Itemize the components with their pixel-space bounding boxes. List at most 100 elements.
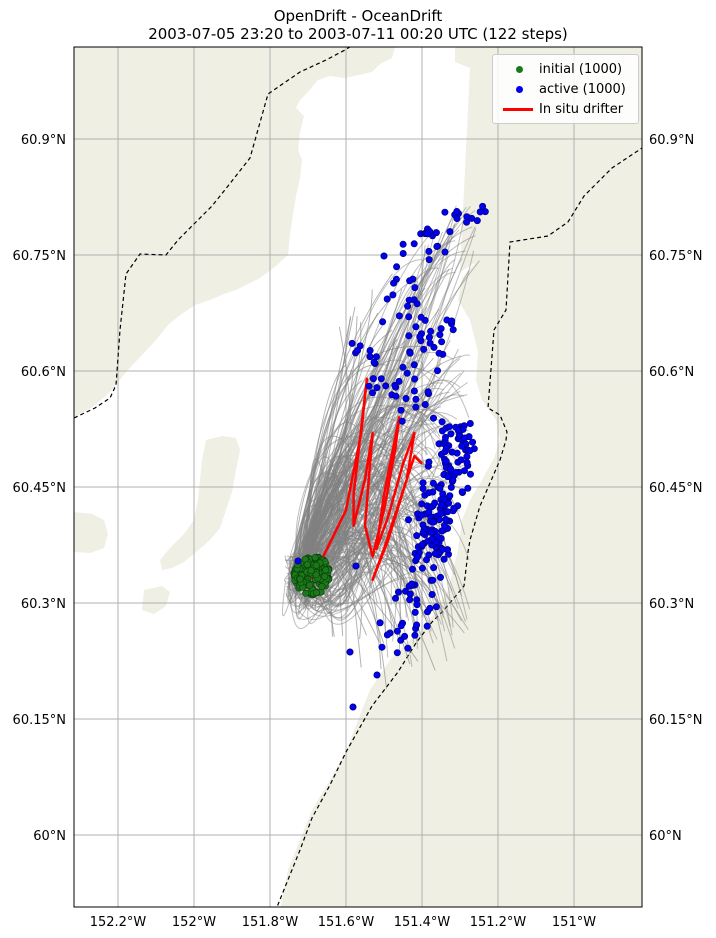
active-particle [399,363,407,371]
active-particle [397,622,405,630]
land-layer [74,47,642,907]
active-particle [421,400,429,408]
y-tick-label-right: 60.6°N [649,365,694,380]
active-particle [447,483,455,491]
active-particle [406,590,414,598]
active-particle [454,427,462,435]
active-particle [448,448,456,456]
active-particle [410,361,418,369]
active-particle [419,529,427,537]
active-particle [425,247,433,255]
active-particle [380,252,388,260]
active-particle [413,553,421,561]
active-particle [442,444,450,452]
active-particle [453,208,461,216]
active-particle [431,550,439,558]
y-tick-label-left: 60.45°N [13,481,66,496]
initial-particle [302,589,310,597]
boundary-lines [74,47,642,907]
legend-label-drifter: In situ drifter [539,101,624,117]
active-particle [413,300,421,308]
active-particle [445,423,453,431]
plot-title-line2: 2003-07-05 23:20 to 2003-07-11 00:20 UTC… [148,25,568,43]
x-tick-label: 151.2°W [470,915,527,930]
trajectory-line [304,396,414,577]
active-particle [413,601,421,609]
active-particle [366,353,374,361]
drifter-polyline [310,377,423,582]
active-particle [391,381,399,389]
active-particle [376,619,384,627]
active-particle [399,240,407,248]
active-particle [440,495,448,503]
active-particle [383,295,391,303]
active-particle [392,392,400,400]
active-particle [404,302,412,310]
active-particle [424,388,432,396]
active-particle [436,331,444,339]
active-particle [440,521,448,529]
active-particle [438,338,446,346]
legend-active-marker [516,86,523,93]
y-tick-label-right: 60.9°N [649,133,694,148]
active-particle [405,332,413,340]
active-particle [440,555,448,563]
active-particle [469,438,477,446]
active-particle [352,562,360,570]
active-particle [419,479,427,487]
active-particles [294,202,489,711]
active-particle [444,508,452,516]
active-particle [425,333,433,341]
land-southeast [280,152,642,907]
y-tick-label-right: 60°N [649,829,682,844]
y-tick-label-right: 60.45°N [649,481,702,496]
active-particle [463,453,471,461]
active-particle [366,346,374,354]
land-northwest [74,47,395,418]
active-particle [428,535,436,543]
active-particle [441,248,449,256]
active-particle [448,317,456,325]
legend-label-initial: initial (1000) [539,61,623,77]
active-particle [444,473,452,481]
active-particle [413,621,421,629]
active-particle [446,465,454,473]
active-particle [294,557,302,565]
active-particle [370,358,378,366]
initial-particle [312,561,320,569]
x-tick-label: 151.6°W [318,915,375,930]
active-particle [466,470,474,478]
in-situ-drifter-track [310,377,423,582]
active-particle [450,504,458,512]
trajectory-line [288,486,443,599]
boundary-east [276,147,642,907]
y-tick-label-left: 60.15°N [13,713,66,728]
active-particle [447,430,455,438]
active-particle [393,627,401,635]
active-particle [418,541,426,549]
active-particle [423,622,431,630]
active-particle [433,243,441,251]
trajectory-line [291,471,378,604]
active-particle [438,418,446,426]
trajectory-line [295,287,426,573]
active-particle [383,631,391,639]
x-tick-label: 152.2°W [90,915,147,930]
trajectory-line [312,469,428,608]
initial-particle [303,560,311,568]
initial-particle [296,575,304,583]
active-particle [453,215,461,223]
legend-item-drifter: In situ drifter [503,99,623,119]
active-particle [393,263,401,271]
initial-particle [322,566,330,574]
active-particle [424,230,432,238]
plot-title-line1: OpenDrift - OceanDrift [273,7,443,25]
active-particle [365,382,373,390]
legend-drifter-line [503,108,533,111]
x-tick-label: 151.8°W [242,915,299,930]
active-particle [430,343,438,351]
x-tick-label: 151.4°W [394,915,451,930]
active-particle [460,467,468,475]
legend: initial (1000) active (1000) In situ dri… [492,54,639,124]
